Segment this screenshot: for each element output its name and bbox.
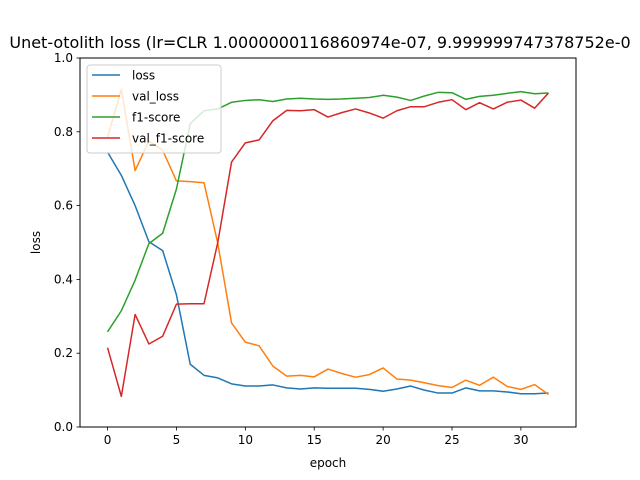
- x-tick-label: 5: [173, 433, 181, 447]
- series-line-val_loss: [106, 88, 549, 396]
- series-line-val_f1-score: [106, 92, 549, 398]
- series-line-loss: [106, 151, 549, 395]
- x-tick-label: 15: [307, 433, 322, 447]
- legend-items: loss val_loss f1-score val_f1-score: [92, 69, 204, 146]
- chart-title: Unet-otolith loss (lr=CLR 1.000000011686…: [9, 33, 630, 52]
- legend: loss val_loss f1-score val_f1-score: [86, 64, 222, 154]
- x-tick-label: 20: [375, 433, 390, 447]
- x-tick-label: 30: [513, 433, 528, 447]
- x-tick-label: 25: [444, 433, 459, 447]
- y-tick-label: 1.0: [54, 51, 73, 65]
- series-layer: [106, 88, 549, 398]
- legend-box: [86, 64, 222, 154]
- plot-frame: [79, 57, 577, 428]
- plot-area: 0 5 10 15 20 25 30 0.0 0.2 0.4 0.6 0.8 1.0: [54, 51, 577, 447]
- legend-label-val_loss: val_loss: [132, 90, 179, 104]
- legend-label-loss: loss: [132, 69, 155, 83]
- y-axis-ticks: 0.0 0.2 0.4 0.6 0.8 1.0: [54, 51, 80, 434]
- x-axis-label: epoch: [310, 456, 347, 470]
- y-tick-label: 0.0: [54, 420, 73, 434]
- legend-label-f1-score: f1-score: [132, 111, 180, 125]
- y-axis-label: loss: [29, 231, 43, 254]
- x-tick-label: 10: [238, 433, 253, 447]
- legend-label-val_f1-score: val_f1-score: [132, 132, 204, 146]
- x-axis-ticks: 0 5 10 15 20 25 30: [104, 427, 529, 447]
- series-line-f1-score: [106, 90, 549, 333]
- y-tick-label: 0.6: [54, 199, 73, 213]
- y-tick-label: 0.2: [54, 346, 73, 360]
- y-tick-label: 0.8: [54, 125, 73, 139]
- x-tick-label: 0: [104, 433, 112, 447]
- y-tick-label: 0.4: [54, 272, 73, 286]
